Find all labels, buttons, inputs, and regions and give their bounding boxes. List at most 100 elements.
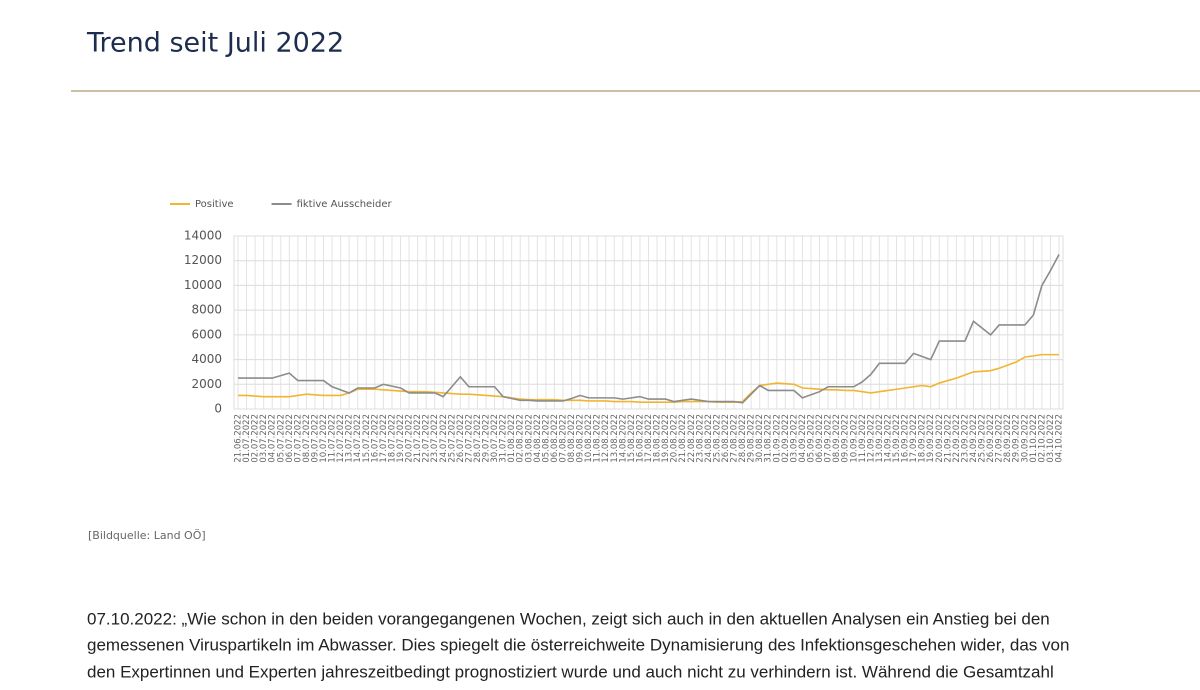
- x-tick-label: 18.09.2022: [918, 414, 928, 463]
- x-tick-label: 11.08.2022: [593, 414, 603, 463]
- x-tick-label: 11.07.2022: [328, 414, 338, 463]
- series-line: [238, 254, 1060, 404]
- series-line: [238, 353, 1059, 403]
- x-tick-label: 08.08.2022: [567, 414, 577, 463]
- x-tick-label: 25.07.2022: [447, 414, 457, 463]
- x-tick-label: 05.09.2022: [806, 414, 816, 463]
- x-tick-label: 30.09.2022: [1020, 414, 1030, 463]
- x-tick-label: 21.09.2022: [943, 414, 953, 463]
- x-tick-label: 19.07.2022: [396, 414, 406, 463]
- x-tick-label: 04.08.2022: [533, 414, 543, 463]
- x-tick-label: 10.08.2022: [584, 414, 594, 463]
- x-tick-label: 24.08.2022: [704, 414, 714, 463]
- x-tick-label: 16.07.2022: [370, 414, 380, 463]
- x-tick-label: 01.10.2022: [1029, 414, 1039, 463]
- x-tick-label: 31.07.2022: [499, 414, 509, 463]
- x-tick-label: 06.08.2022: [550, 414, 560, 463]
- plot-border: [233, 235, 1064, 410]
- x-tick-label: 27.09.2022: [995, 414, 1005, 463]
- x-tick-label: 09.07.2022: [310, 414, 320, 463]
- x-tick-label: 06.07.2022: [285, 414, 295, 463]
- x-tick-label: 05.08.2022: [541, 414, 551, 463]
- x-tick-label: 02.10.2022: [1037, 414, 1047, 463]
- x-tick-label: 08.09.2022: [832, 414, 842, 463]
- x-tick-label: 14.09.2022: [883, 414, 893, 463]
- x-tick-label: 23.09.2022: [960, 414, 970, 463]
- paragraph-line: 07.10.2022: „Wie schon in den beiden vor…: [87, 609, 1050, 628]
- x-tick-label: 22.07.2022: [422, 414, 432, 463]
- x-tick-label: 10.09.2022: [849, 414, 859, 463]
- x-tick-label: 23.08.2022: [695, 414, 705, 463]
- x-tick-label: 26.07.2022: [456, 414, 466, 463]
- x-tick-label: 12.07.2022: [336, 414, 346, 463]
- paragraph-line: den Expertinnen und Experten jahreszeitb…: [87, 662, 1054, 681]
- x-tick-label: 29.09.2022: [1012, 414, 1022, 463]
- x-tick-label: 14.08.2022: [618, 414, 628, 463]
- legend-label: fiktive Ausscheider: [297, 199, 393, 210]
- x-tick-label: 14.07.2022: [353, 414, 363, 463]
- x-tick-label: 28.08.2022: [738, 414, 748, 463]
- x-tick-label: 19.08.2022: [661, 414, 671, 463]
- x-tick-label: 04.07.2022: [268, 414, 278, 463]
- x-tick-label: 10.07.2022: [319, 414, 329, 463]
- x-tick-label: 02.07.2022: [251, 414, 261, 463]
- x-tick-label: 28.07.2022: [473, 414, 483, 463]
- x-tick-label: 31.08.2022: [764, 414, 774, 463]
- page-title: Trend seit Juli 2022: [86, 28, 344, 59]
- y-tick-label: 6000: [191, 327, 222, 341]
- x-tick-label: 16.09.2022: [901, 414, 911, 463]
- x-tick-label: 01.09.2022: [772, 414, 782, 463]
- x-tick-label: 06.09.2022: [815, 414, 825, 463]
- x-tick-label: 17.09.2022: [909, 414, 919, 463]
- x-tick-label: 23.07.2022: [430, 414, 440, 463]
- x-tick-label: 04.10.2022: [1055, 414, 1065, 463]
- x-tick-label: 07.09.2022: [824, 414, 834, 463]
- x-tick-label: 08.07.2022: [302, 414, 312, 463]
- y-tick-label: 14000: [184, 229, 222, 243]
- y-tick-label: 10000: [184, 278, 222, 292]
- x-tick-label: 24.07.2022: [439, 414, 449, 463]
- x-tick-label: 22.09.2022: [952, 414, 962, 463]
- x-tick-label: 16.08.2022: [635, 414, 645, 463]
- x-tick-label: 13.08.2022: [610, 414, 620, 463]
- x-tick-label: 22.08.2022: [687, 414, 697, 463]
- x-tick-label: 07.07.2022: [293, 414, 303, 463]
- x-tick-label: 13.09.2022: [875, 414, 885, 463]
- x-tick-label: 18.08.2022: [653, 414, 663, 463]
- y-tick-label: 12000: [184, 253, 222, 267]
- x-tick-label: 03.08.2022: [524, 414, 534, 463]
- x-tick-label: 17.08.2022: [644, 414, 654, 463]
- x-tick-label: 17.07.2022: [379, 414, 389, 463]
- x-tick-label: 03.09.2022: [789, 414, 799, 463]
- x-tick-label: 26.08.2022: [721, 414, 731, 463]
- image-caption: [Bildquelle: Land OÖ]: [88, 529, 206, 542]
- x-tick-label: 03.10.2022: [1046, 414, 1056, 463]
- x-tick-label: 03.07.2022: [259, 414, 269, 463]
- x-tick-label: 29.08.2022: [747, 414, 757, 463]
- legend-label: Positive: [195, 199, 234, 210]
- y-tick-label: 0: [214, 402, 222, 416]
- x-tick-label: 02.09.2022: [781, 414, 791, 463]
- x-tick-label: 07.08.2022: [558, 414, 568, 463]
- paragraph-line: gemessenen Viruspartikeln im Abwasser. D…: [87, 635, 1069, 654]
- x-tick-label: 25.09.2022: [978, 414, 988, 463]
- x-tick-label: 11.09.2022: [858, 414, 868, 463]
- x-tick-label: 24.09.2022: [969, 414, 979, 463]
- x-tick-label: 25.08.2022: [712, 414, 722, 463]
- x-tick-label: 20.09.2022: [935, 414, 945, 463]
- x-tick-label: 09.09.2022: [841, 414, 851, 463]
- x-tick-label: 30.08.2022: [755, 414, 765, 463]
- x-tick-label: 21.06.2022: [234, 414, 244, 463]
- x-tick-label: 04.09.2022: [798, 414, 808, 463]
- x-tick-label: 15.07.2022: [362, 414, 372, 463]
- x-tick-label: 30.07.2022: [490, 414, 500, 463]
- x-tick-label: 09.08.2022: [576, 414, 586, 463]
- x-tick-label: 21.08.2022: [678, 414, 688, 463]
- x-tick-label: 15.08.2022: [627, 414, 637, 463]
- x-tick-label: 12.08.2022: [601, 414, 611, 463]
- x-tick-label: 01.08.2022: [507, 414, 517, 463]
- x-tick-label: 15.09.2022: [892, 414, 902, 463]
- x-tick-label: 01.07.2022: [242, 414, 252, 463]
